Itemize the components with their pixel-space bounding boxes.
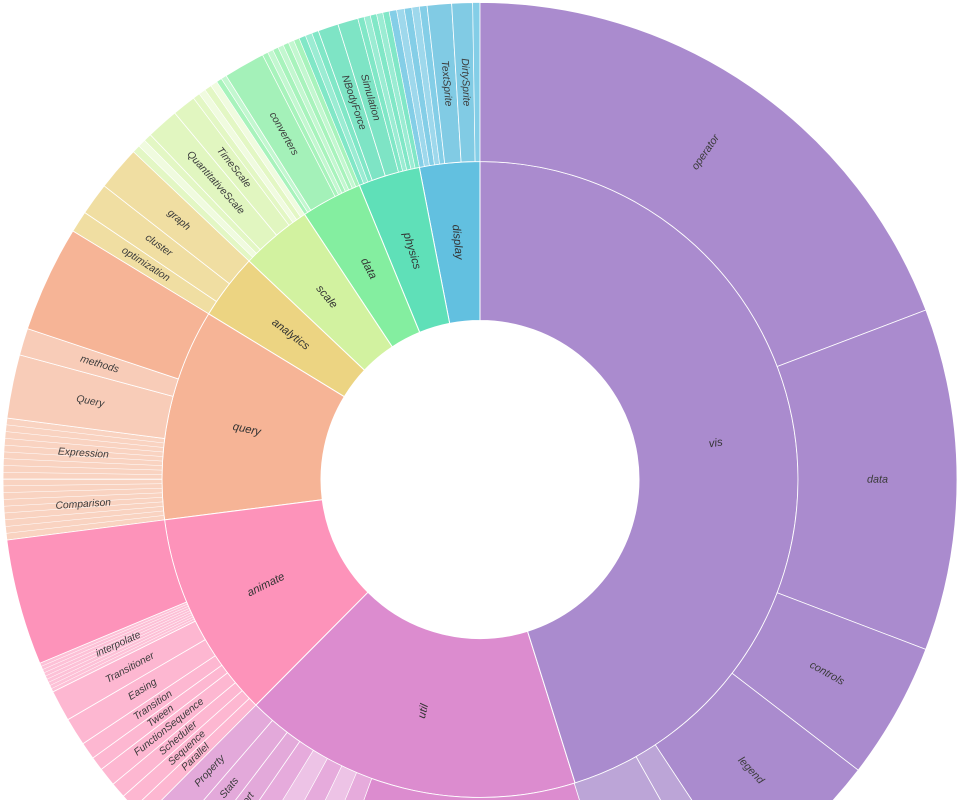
svg-text:DirtySprite: DirtySprite xyxy=(459,58,472,107)
svg-text:vis: vis xyxy=(708,436,724,450)
svg-text:data: data xyxy=(867,474,888,486)
